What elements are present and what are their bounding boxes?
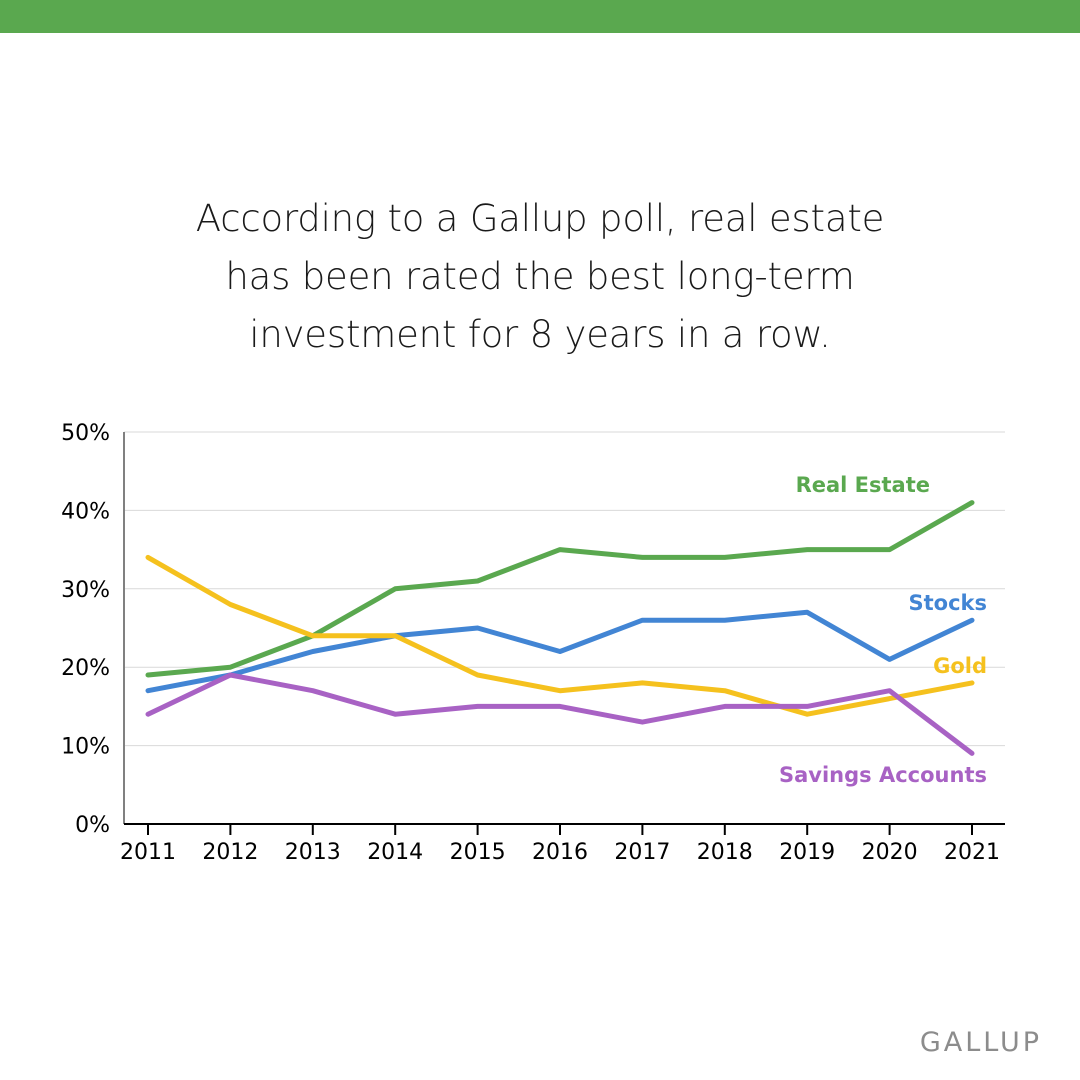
series-label-savings-accounts: Savings Accounts [779,763,987,787]
series-label-stocks: Stocks [908,591,987,615]
x-axis-tick-label: 2016 [532,840,588,865]
x-axis-tick-label: 2021 [944,840,1000,865]
brand-top-bar [0,0,1080,33]
series-line-stocks [145,609,975,694]
y-axis-tick-label: 10% [61,735,110,760]
x-axis-tick-label: 2012 [202,840,258,865]
x-axis-tick-label: 2015 [450,840,506,865]
chart-canvas: 0%10%20%30%40%50% 2011 2012 2013 2014 2015 20… [61,421,1005,865]
line-chart: 0% 10% 20% 30% 40% 50% 2011 2012 2013 2014 2015 20… [0,400,1080,880]
x-axis-tick-label: 2020 [862,840,918,865]
series-line-savings-accounts [145,672,975,756]
chart-series-lines [145,500,975,756]
y-axis-tick-label: 40% [61,499,110,524]
chart-series-labels: Real Estate Stocks Gold Savings Accounts [779,473,987,787]
gallup-logo: GALLUP [919,1027,1042,1058]
y-axis-tick-label: 30% [61,578,110,603]
x-axis-tick-label: 2011 [120,840,176,865]
series-label-gold: Gold [933,654,987,678]
y-axis-tick-label: 0% [75,813,110,838]
x-axis-tick-label: 2013 [285,840,341,865]
chart-y-axis: 0% 10% 20% 30% 40% 50% [61,421,125,838]
page-title-line-3: investment for 8 years in a row. [249,313,831,356]
series-label-real-estate: Real Estate [796,473,930,497]
series-line-gold [145,554,975,717]
chart-x-axis: 2011 2012 2013 2014 2015 2016 2017 2018 2019 2020… [120,823,1005,865]
x-axis-tick-label: 2018 [697,840,753,865]
y-axis-tick-label: 20% [61,656,110,681]
page-title: According to a Gallup poll, real estate … [0,190,1080,364]
y-axis-tick-label: 50% [61,421,110,446]
x-axis-tick-label: 2017 [614,840,670,865]
series-line-real-estate [145,500,975,678]
x-axis-tick-label: 2014 [367,840,423,865]
page-title-line-2: has been rated the best long-term [225,255,855,298]
page-title-line-1: According to a Gallup poll, real estate [195,197,885,240]
x-axis-tick-label: 2019 [779,840,835,865]
